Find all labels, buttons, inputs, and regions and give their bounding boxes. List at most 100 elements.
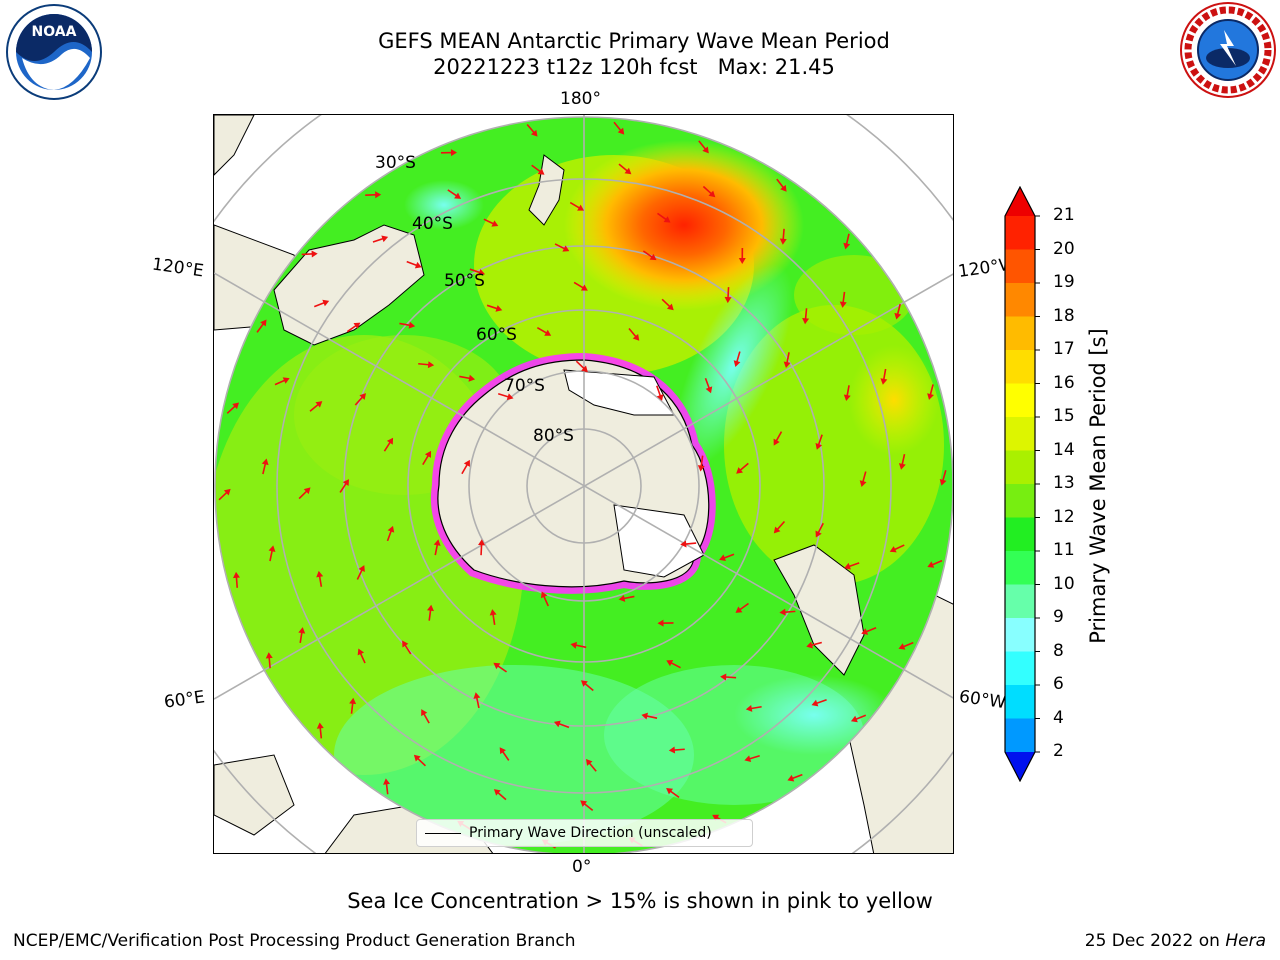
wave-arrow <box>745 704 762 712</box>
wave-arrow <box>459 374 476 382</box>
wave-arrow <box>478 539 486 556</box>
wave-arrow <box>473 692 481 709</box>
wave-arrow <box>668 746 685 754</box>
wave-arrow <box>779 608 796 616</box>
wave-arrow <box>787 773 803 782</box>
wave-arrow <box>316 570 324 587</box>
wave-arrow <box>735 602 749 613</box>
colorbar-extend-low <box>1005 752 1035 781</box>
wave-arrow <box>698 140 709 154</box>
lat-label-80s: 80°S <box>533 426 574 446</box>
lon-label-120e: 120°E <box>150 254 205 282</box>
colorbar-tick-label: 21 <box>1053 205 1075 225</box>
nws-logo <box>1178 0 1278 100</box>
wave-arrow <box>256 319 267 333</box>
wave-arrow <box>666 660 681 669</box>
legend-label: Primary Wave Direction (unscaled) <box>469 825 712 841</box>
footer-date: 25 Dec 2022 on Hera <box>1085 931 1266 951</box>
noaa-logo: NOAA <box>4 2 104 102</box>
wave-arrow <box>889 544 905 553</box>
wave-arrow <box>309 401 323 412</box>
footer-date-text: 25 Dec 2022 on <box>1084 931 1220 951</box>
colorbar-tick-label: 13 <box>1053 473 1075 493</box>
map-legend: Primary Wave Direction (unscaled) <box>416 819 753 847</box>
wave-arrow <box>383 437 394 452</box>
wave-arrow <box>661 298 674 311</box>
colorbar-label: Primary Wave Mean Period [s] <box>1086 328 1110 644</box>
wave-arrow <box>422 450 432 466</box>
colorbar-band <box>1005 517 1035 552</box>
colorbar-tick-label: 12 <box>1053 506 1075 527</box>
footer-credit: NCEP/EMC/Verification Post Processing Pr… <box>13 931 576 951</box>
wave-arrow <box>697 455 705 472</box>
wave-arrow <box>802 308 810 325</box>
wave-arrow <box>657 212 671 223</box>
wave-arrow <box>218 488 231 501</box>
wave-arrow <box>839 291 847 308</box>
wave-arrow <box>570 641 587 649</box>
colorbar-tick-label: 2 <box>1053 741 1064 761</box>
wave-arrow <box>413 754 427 767</box>
wave-arrow <box>779 228 787 245</box>
wave-arrow <box>898 641 914 650</box>
wave-arrow <box>880 368 888 385</box>
wave-arrow <box>265 652 273 669</box>
wave-arrow <box>719 553 735 562</box>
colorbar-band <box>1005 584 1035 619</box>
colorbar-band <box>1005 316 1035 351</box>
colorbar-tick-label: 17 <box>1053 339 1075 359</box>
wave-arrow <box>261 458 269 475</box>
wave-arrow <box>776 178 787 192</box>
wave-arrow <box>274 377 290 386</box>
antarctica <box>430 352 716 594</box>
wave-arrow <box>773 520 786 534</box>
wave-arrow <box>298 627 306 644</box>
colorbar-band <box>1005 450 1035 485</box>
wave-arrow <box>575 360 588 373</box>
wave-arrow <box>861 627 877 635</box>
colorbar-tick-label: 18 <box>1053 305 1075 326</box>
wave-arrow <box>666 788 680 799</box>
colorbar-band <box>1005 249 1035 284</box>
wave-arrow <box>618 163 632 175</box>
wave-arrow <box>656 385 664 401</box>
colorbar-graphic <box>1004 185 1040 783</box>
wave-arrow <box>811 699 827 707</box>
wave-arrow <box>406 260 422 269</box>
wave-arrow <box>313 299 330 308</box>
wave-arrow <box>569 201 585 211</box>
wave-arrow <box>540 591 549 607</box>
lon-label-180: 180° <box>560 89 601 109</box>
wave-arrow <box>733 351 741 367</box>
chart-title: GEFS MEAN Antarctic Primary Wave Mean Pe… <box>378 29 890 53</box>
wave-arrow <box>493 789 507 801</box>
wave-arrow <box>354 393 367 406</box>
wave-arrow <box>736 462 749 474</box>
colorbar-band <box>1005 350 1035 384</box>
wave-arrow <box>440 149 457 157</box>
colorbar-tick-label: 15 <box>1053 406 1075 426</box>
wave-arrow <box>383 778 391 795</box>
wave-arrow <box>489 609 497 626</box>
colorbar-band <box>1005 383 1035 418</box>
wave-arrow <box>806 641 822 649</box>
wave-arrow <box>402 640 412 655</box>
polar-map <box>214 115 953 853</box>
colorbar-tick-label: 9 <box>1053 607 1064 627</box>
wave-arrow <box>349 697 357 714</box>
wave-arrow <box>226 402 240 414</box>
wave-arrow <box>573 281 588 291</box>
wave-arrow <box>553 720 570 729</box>
colorbar-band <box>1005 651 1035 686</box>
colorbar-band <box>1005 685 1035 719</box>
wave-arrow <box>536 326 552 336</box>
wave-arrow <box>815 522 824 538</box>
wave-arrow <box>773 431 783 446</box>
wave-arrow <box>783 352 791 369</box>
sea-ice-note: Sea Ice Concentration > 15% is shown in … <box>347 889 933 913</box>
wave-arrow <box>585 758 597 772</box>
wave-arrow <box>618 594 635 602</box>
wave-arrow <box>301 250 318 258</box>
wave-arrow <box>298 487 311 500</box>
wave-arrow <box>720 673 737 681</box>
